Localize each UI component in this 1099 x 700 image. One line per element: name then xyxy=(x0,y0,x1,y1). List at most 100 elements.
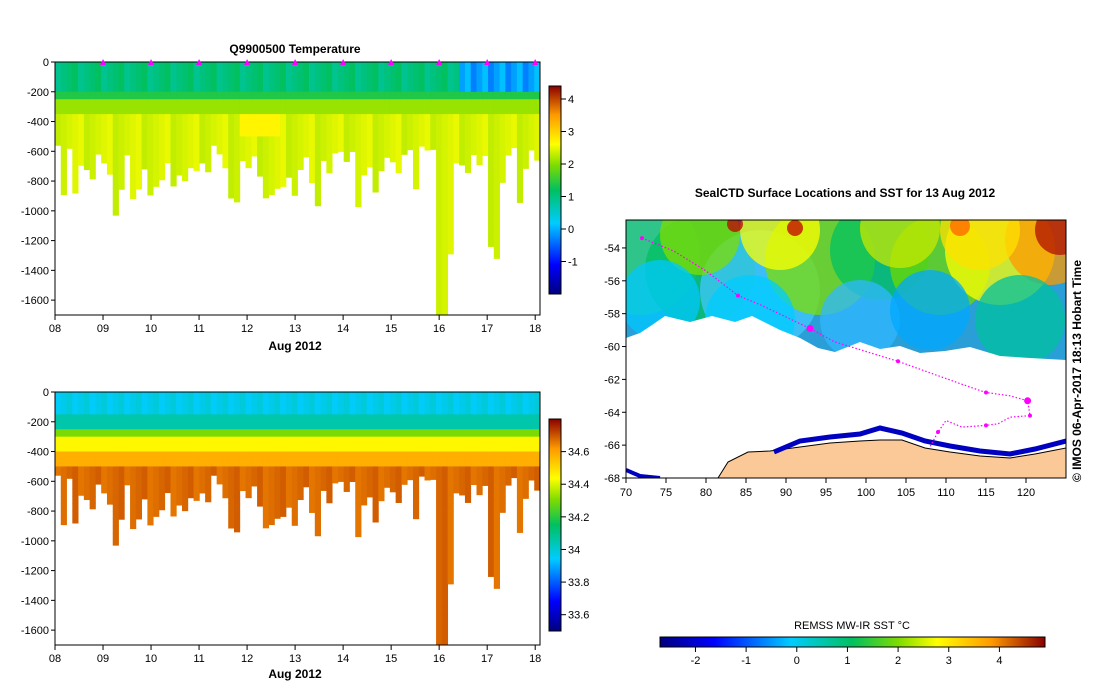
section-cell xyxy=(412,444,420,452)
section-cell xyxy=(170,473,177,482)
section-cell xyxy=(60,518,67,526)
section-cell xyxy=(158,114,166,122)
section-cell xyxy=(280,99,287,108)
section-cell xyxy=(147,84,154,93)
section-cell xyxy=(274,62,281,70)
section-cell xyxy=(245,136,252,145)
lon-tick-label: 70 xyxy=(620,487,632,499)
section-cell xyxy=(245,488,252,497)
section-cell xyxy=(528,444,535,452)
section-cell xyxy=(216,76,223,85)
section-cell xyxy=(407,91,414,100)
section-cell xyxy=(280,181,287,187)
lat-tick-label: -66 xyxy=(604,440,620,452)
section-cell xyxy=(262,421,270,430)
section-cell xyxy=(153,136,160,145)
section-cell xyxy=(285,399,293,408)
section-cell xyxy=(158,173,166,181)
section-cell xyxy=(141,392,148,400)
x-tick-label: 11 xyxy=(193,653,204,665)
section-cell xyxy=(78,76,85,85)
section-cell xyxy=(55,143,62,146)
section-cell xyxy=(361,399,368,408)
section-cell xyxy=(424,399,431,408)
section-cell xyxy=(459,121,466,130)
section-cell xyxy=(436,600,443,609)
section-cell xyxy=(366,62,373,70)
section-cell xyxy=(459,128,466,137)
section-cell xyxy=(493,473,500,482)
profile-day-marker xyxy=(292,59,299,65)
section-cell xyxy=(337,143,345,152)
section-cell xyxy=(251,451,258,460)
section-cell xyxy=(389,158,397,163)
section-cell xyxy=(135,114,142,122)
section-cell xyxy=(355,414,362,423)
section-cell xyxy=(245,128,252,137)
section-cell xyxy=(343,158,350,162)
section-cell xyxy=(285,84,293,93)
section-cell xyxy=(309,392,316,400)
section-cell xyxy=(280,91,287,100)
section-cell xyxy=(274,488,281,497)
section-cell xyxy=(522,444,529,452)
section-cell xyxy=(130,473,137,482)
section-cell xyxy=(130,421,137,430)
section-cell xyxy=(101,143,108,152)
section-cell xyxy=(511,62,518,70)
section-cell xyxy=(89,481,96,490)
section-cell xyxy=(303,99,310,108)
section-cell xyxy=(280,488,287,497)
section-cell xyxy=(55,99,62,108)
section-cell xyxy=(476,466,483,475)
section-cell xyxy=(528,76,535,85)
section-cell xyxy=(199,91,206,100)
section-cell xyxy=(118,451,125,460)
section-cell xyxy=(205,84,212,93)
section-cell xyxy=(147,496,154,505)
section-cell xyxy=(424,84,431,93)
section-cell xyxy=(262,195,270,199)
section-cell xyxy=(228,466,235,475)
section-cell xyxy=(361,136,368,145)
section-cell xyxy=(395,143,402,152)
section-cell xyxy=(309,99,316,108)
section-cell xyxy=(493,91,500,100)
section-cell xyxy=(505,62,512,70)
section-cell xyxy=(182,106,189,115)
section-cell xyxy=(158,429,166,438)
section-cell xyxy=(245,406,252,415)
section-cell xyxy=(60,399,67,408)
section-cell xyxy=(205,69,212,78)
section-cell xyxy=(476,62,483,70)
section-cell xyxy=(291,451,298,460)
section-cell xyxy=(326,399,333,408)
section-cell xyxy=(505,91,512,100)
section-cell xyxy=(158,488,166,497)
section-cell xyxy=(303,444,310,452)
section-cell xyxy=(205,76,212,85)
section-cell xyxy=(430,99,437,108)
section-cell xyxy=(303,392,310,400)
section-cell xyxy=(355,481,362,490)
section-cell xyxy=(470,399,477,408)
section-cell xyxy=(516,128,524,137)
section-cell xyxy=(499,503,506,512)
y-tick-label: -1400 xyxy=(21,595,49,607)
section-cell xyxy=(262,444,270,452)
section-cell xyxy=(447,414,454,423)
section-cell xyxy=(112,436,119,445)
section-cell xyxy=(314,429,321,438)
section-cell xyxy=(470,481,477,486)
sst-patch xyxy=(975,275,1065,365)
section-cell xyxy=(326,436,333,445)
section-cell xyxy=(459,466,466,475)
section-cell xyxy=(436,76,443,85)
section-cell xyxy=(493,458,500,467)
section-cell xyxy=(297,466,304,475)
section-cell xyxy=(291,69,298,78)
section-cell xyxy=(447,503,454,512)
section-cell xyxy=(280,406,287,415)
section-cell xyxy=(118,406,125,415)
section-cell xyxy=(441,496,449,505)
